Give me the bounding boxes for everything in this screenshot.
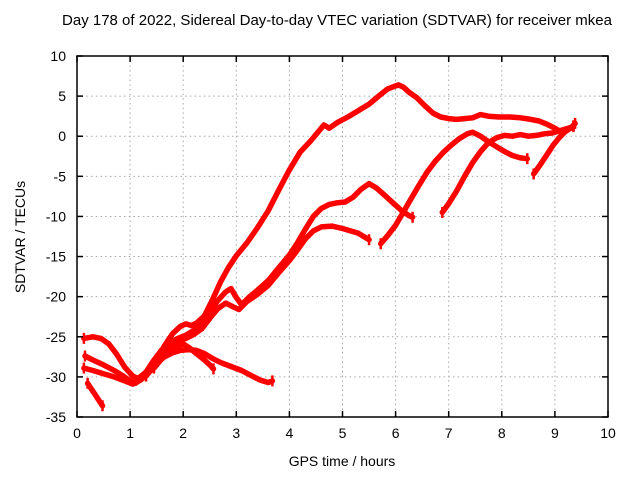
x-tick-label: 10	[600, 425, 616, 441]
trace-3	[143, 223, 372, 379]
trace-9-late-riser	[530, 123, 577, 177]
x-tick-label: 1	[126, 425, 134, 441]
y-tick-label: -15	[46, 249, 66, 265]
trace-6-left-stub	[84, 380, 106, 409]
x-tick-label: 6	[392, 425, 400, 441]
x-tick-label: 4	[286, 425, 294, 441]
trace-4-low-decliner	[81, 346, 276, 387]
y-tick-label: 10	[50, 48, 66, 64]
y-tick-label: -35	[46, 409, 66, 425]
x-axis-label: GPS time / hours	[289, 453, 396, 469]
y-tick-label: 0	[58, 128, 66, 144]
x-tick-label: 2	[179, 425, 187, 441]
trace-8-riser-flat	[439, 123, 577, 216]
trace-layer	[81, 82, 578, 412]
y-tick-label: -30	[46, 369, 66, 385]
trace-5	[151, 341, 217, 372]
trace-7-riser-arc	[377, 129, 531, 247]
tick-label-layer: 0 1 2 3 4 5 6 7 8 9 10 -35 -30 -25 -20 -15 -10 -5 0 5 10	[46, 48, 616, 441]
y-tick-label: -20	[46, 289, 66, 305]
y-axis-label: SDTVAR / TECUs	[12, 181, 28, 293]
y-tick-label: -25	[46, 329, 66, 345]
y-tick-label: 5	[58, 88, 66, 104]
x-tick-label: 3	[232, 425, 240, 441]
x-tick-label: 9	[551, 425, 559, 441]
chart-title: Day 178 of 2022, Sidereal Day-to-day VTE…	[62, 12, 613, 29]
x-tick-label: 5	[339, 425, 347, 441]
x-tick-label: 0	[73, 425, 81, 441]
tick-layer	[76, 55, 609, 418]
x-tick-label: 8	[498, 425, 506, 441]
x-tick-label: 7	[445, 425, 453, 441]
y-tick-label: -5	[54, 168, 67, 184]
y-tick-label: -10	[46, 208, 66, 224]
